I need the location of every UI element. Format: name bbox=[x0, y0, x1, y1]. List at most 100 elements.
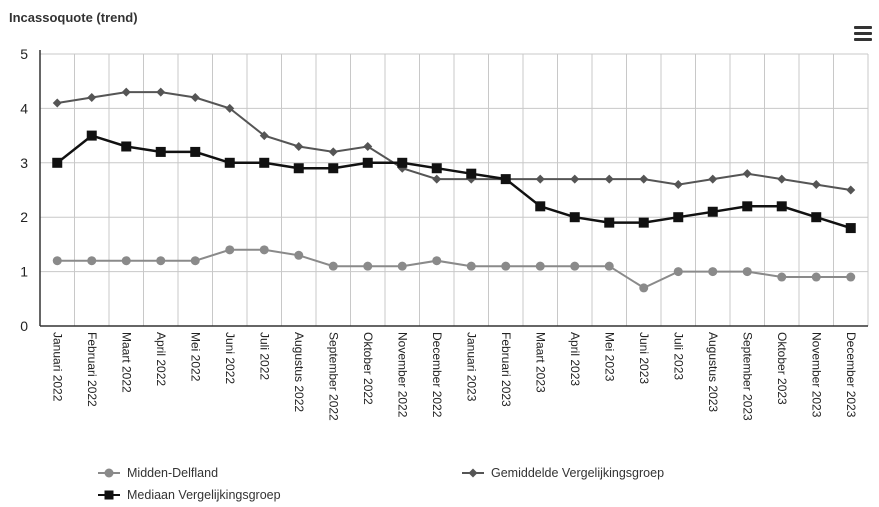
series-line-midden-delfland bbox=[57, 248, 851, 290]
data-point[interactable] bbox=[86, 130, 97, 141]
y-tick-label: 3 bbox=[20, 155, 28, 171]
x-tick-label: Oktober 2022 bbox=[361, 332, 375, 405]
data-point[interactable] bbox=[604, 174, 614, 184]
data-point[interactable] bbox=[535, 261, 545, 271]
data-point[interactable] bbox=[87, 256, 97, 266]
data-point[interactable] bbox=[569, 212, 580, 223]
x-tick-label: Mei 2023 bbox=[602, 332, 616, 382]
chart-title: Incassoquote (trend) bbox=[9, 10, 138, 25]
legend-item-gemiddelde-vergelijkingsgroep[interactable]: Gemiddelde Vergelijkingsgroep bbox=[461, 466, 664, 480]
data-point[interactable] bbox=[535, 201, 546, 212]
data-point[interactable] bbox=[707, 206, 718, 217]
legend-marker-diamond-icon bbox=[462, 468, 484, 478]
data-point[interactable] bbox=[708, 174, 718, 184]
x-tick-label: Februari 2022 bbox=[85, 332, 99, 407]
data-point[interactable] bbox=[294, 141, 304, 151]
data-point[interactable] bbox=[397, 261, 407, 271]
data-point[interactable] bbox=[811, 180, 821, 190]
data-point[interactable] bbox=[328, 147, 338, 157]
data-point[interactable] bbox=[87, 93, 97, 103]
data-point[interactable] bbox=[708, 267, 718, 277]
data-point[interactable] bbox=[638, 217, 649, 228]
x-tick-label: Januari 2022 bbox=[50, 332, 64, 402]
data-point[interactable] bbox=[845, 223, 856, 234]
x-tick-label: November 2022 bbox=[395, 332, 409, 418]
data-point[interactable] bbox=[432, 256, 442, 266]
data-point[interactable] bbox=[328, 163, 339, 174]
data-point[interactable] bbox=[673, 267, 683, 277]
data-point[interactable] bbox=[362, 157, 373, 168]
legend-item-midden-delfland[interactable]: Midden-Delfland bbox=[97, 466, 218, 480]
data-point[interactable] bbox=[742, 201, 753, 212]
data-point[interactable] bbox=[259, 245, 269, 255]
data-point[interactable] bbox=[535, 174, 545, 184]
data-point[interactable] bbox=[52, 256, 62, 266]
legend-marker-circle-icon bbox=[98, 468, 120, 478]
data-point[interactable] bbox=[673, 212, 684, 223]
data-point[interactable] bbox=[604, 261, 614, 271]
data-point[interactable] bbox=[121, 87, 131, 97]
data-point[interactable] bbox=[225, 103, 235, 113]
x-tick-label: Mei 2022 bbox=[188, 332, 202, 382]
data-point[interactable] bbox=[363, 141, 373, 151]
x-tick-label: December 2023 bbox=[844, 332, 858, 418]
x-tick-label: Augustus 2022 bbox=[292, 332, 306, 412]
data-point[interactable] bbox=[293, 163, 304, 174]
x-tick-label: Augustus 2023 bbox=[706, 332, 720, 412]
data-point[interactable] bbox=[431, 163, 442, 174]
data-point[interactable] bbox=[432, 174, 442, 184]
data-point[interactable] bbox=[811, 272, 821, 282]
data-point[interactable] bbox=[397, 157, 408, 168]
data-point[interactable] bbox=[776, 201, 787, 212]
chart-menu-button[interactable] bbox=[852, 24, 874, 46]
data-point[interactable] bbox=[570, 261, 580, 271]
data-point[interactable] bbox=[156, 256, 166, 266]
series-line-mediaan-vergelijkingsgroep bbox=[56, 134, 852, 230]
data-point[interactable] bbox=[190, 256, 200, 266]
x-tick-label: Maart 2023 bbox=[533, 332, 547, 393]
data-point[interactable] bbox=[501, 261, 511, 271]
y-tick-label: 0 bbox=[20, 318, 28, 334]
data-point[interactable] bbox=[846, 185, 856, 195]
data-point[interactable] bbox=[121, 256, 131, 266]
data-point[interactable] bbox=[328, 261, 338, 271]
data-point[interactable] bbox=[121, 141, 132, 152]
legend-label: Midden-Delfland bbox=[127, 466, 219, 480]
data-point[interactable] bbox=[259, 157, 270, 168]
data-point[interactable] bbox=[742, 169, 752, 179]
data-point[interactable] bbox=[52, 98, 62, 108]
data-point[interactable] bbox=[225, 245, 235, 255]
data-point[interactable] bbox=[846, 272, 856, 282]
x-tick-label: Februari 2023 bbox=[499, 332, 513, 407]
data-point[interactable] bbox=[500, 174, 511, 185]
data-point[interactable] bbox=[156, 87, 166, 97]
data-point[interactable] bbox=[673, 180, 683, 190]
data-point[interactable] bbox=[777, 174, 787, 184]
data-point[interactable] bbox=[811, 212, 822, 223]
data-point[interactable] bbox=[294, 250, 304, 260]
data-point[interactable] bbox=[570, 174, 580, 184]
data-point[interactable] bbox=[466, 168, 477, 179]
legend-label: Gemiddelde Vergelijkingsgroep bbox=[491, 466, 665, 480]
data-point[interactable] bbox=[363, 261, 373, 271]
data-point[interactable] bbox=[466, 261, 476, 271]
data-point[interactable] bbox=[604, 217, 615, 228]
data-point[interactable] bbox=[224, 157, 235, 168]
legend-item-mediaan-vergelijkingsgroep[interactable]: Mediaan Vergelijkingsgroep bbox=[97, 488, 281, 502]
data-point[interactable] bbox=[52, 157, 63, 168]
x-tick-label: Juni 2023 bbox=[637, 332, 651, 384]
x-tick-label: April 2022 bbox=[154, 332, 168, 386]
x-tick-label: Juli 2023 bbox=[671, 332, 685, 380]
x-tick-label: November 2023 bbox=[809, 332, 823, 418]
series-line-gemiddelde-vergelijkingsgroep bbox=[57, 91, 851, 191]
data-point[interactable] bbox=[155, 146, 166, 157]
data-point[interactable] bbox=[639, 283, 649, 293]
data-point[interactable] bbox=[259, 131, 269, 141]
x-tick-label: September 2022 bbox=[326, 332, 340, 421]
data-point[interactable] bbox=[190, 93, 200, 103]
data-point[interactable] bbox=[639, 174, 649, 184]
data-point[interactable] bbox=[190, 146, 201, 157]
data-point[interactable] bbox=[777, 272, 787, 282]
data-point[interactable] bbox=[742, 267, 752, 277]
x-tick-label: Januari 2023 bbox=[464, 332, 478, 402]
